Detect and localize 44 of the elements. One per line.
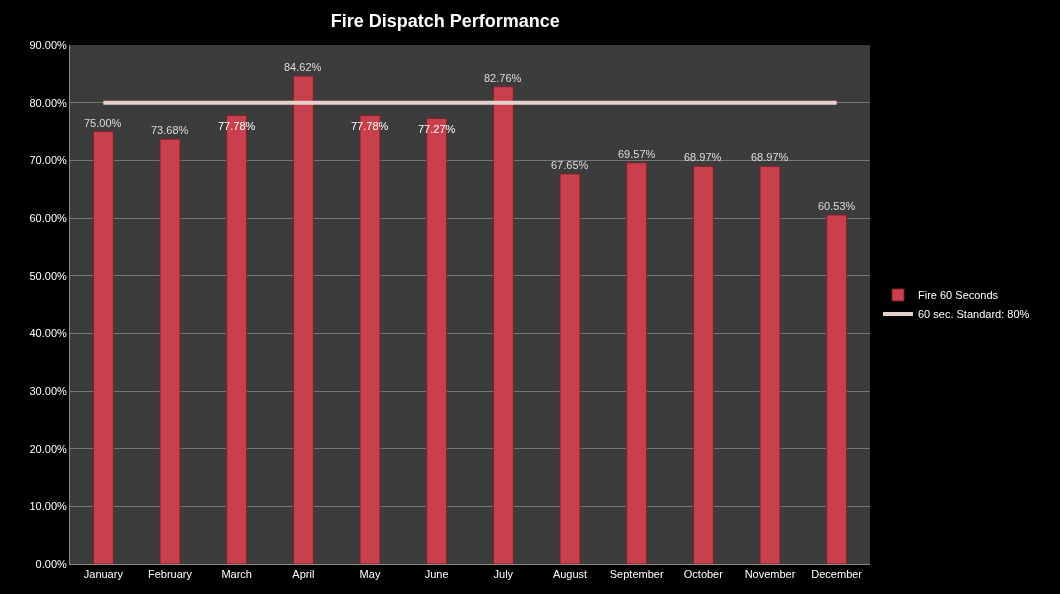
- y-tick-label: 40.00%: [29, 327, 68, 340]
- data-label: 68.97%: [751, 151, 789, 163]
- data-label: 82.76%: [484, 72, 522, 84]
- x-tick-label: June: [424, 568, 449, 581]
- y-tick-label: 0.00%: [35, 557, 68, 570]
- data-label: 60.53%: [818, 200, 856, 212]
- y-tick-label: 10.00%: [29, 500, 68, 513]
- x-tick-label: January: [83, 568, 124, 581]
- bar: [292, 75, 314, 564]
- bar: [826, 214, 848, 564]
- bar: [559, 173, 581, 564]
- data-label: 69.57%: [618, 148, 656, 160]
- legend-label: Fire 60 Seconds: [918, 289, 999, 302]
- x-tick-label: August: [552, 568, 588, 581]
- x-tick-label: February: [147, 568, 193, 581]
- data-label: 84.62%: [284, 61, 322, 73]
- bar: [492, 86, 514, 564]
- x-tick-label: September: [609, 568, 664, 581]
- y-tick-label: 70.00%: [29, 154, 68, 167]
- data-label: 73.68%: [151, 124, 189, 136]
- y-tick-label: 90.00%: [29, 38, 68, 51]
- y-tick-label: 60.00%: [29, 211, 68, 224]
- y-tick-label: 80.00%: [29, 96, 68, 109]
- data-label: 67.65%: [551, 159, 589, 171]
- bar: [626, 162, 648, 564]
- bar: [759, 165, 781, 564]
- y-tick-label: 50.00%: [29, 269, 68, 282]
- data-label: 68.97%: [684, 151, 722, 163]
- y-tick-label: 30.00%: [29, 384, 68, 397]
- x-tick-label: March: [221, 568, 252, 581]
- bar: [92, 131, 114, 564]
- x-tick-label: May: [359, 568, 381, 581]
- x-tick-label: December: [811, 568, 863, 581]
- data-label: 75.00%: [84, 117, 122, 129]
- chart-title: Fire Dispatch Performance: [330, 11, 560, 32]
- x-tick-label: April: [292, 568, 315, 581]
- y-tick-label: 20.00%: [29, 442, 68, 455]
- x-tick-label: October: [683, 568, 724, 581]
- x-tick-label: November: [744, 568, 796, 581]
- bar: [692, 165, 714, 564]
- bar: [159, 138, 181, 564]
- x-tick-label: July: [493, 568, 514, 581]
- legend-label: 60 sec. Standard: 80%: [918, 308, 1030, 321]
- data-label: 77.78%: [351, 120, 389, 132]
